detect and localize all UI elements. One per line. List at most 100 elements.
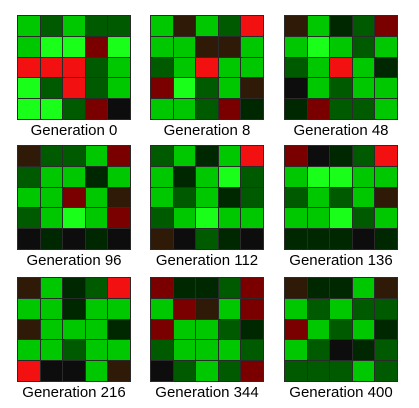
generation-caption: Generation 0 (30, 122, 118, 139)
grid-cell (241, 36, 263, 57)
grid-cell (330, 99, 352, 119)
grid-cell (63, 78, 85, 99)
grid-cell (218, 16, 241, 36)
grid-cell (85, 187, 108, 208)
grid-cell (151, 208, 173, 229)
generation-panel: Generation 8 (150, 15, 264, 139)
grid-cell (330, 298, 352, 319)
grid-cell (173, 99, 196, 119)
grid-cell (196, 298, 218, 319)
grid-cell (151, 166, 173, 187)
grid-cell (85, 208, 108, 229)
grid-cell (375, 361, 397, 381)
generation-caption: Generation 136 (289, 252, 393, 269)
grid-cell (241, 146, 263, 166)
grid-cell (352, 229, 375, 249)
grid-cell (307, 298, 330, 319)
grid-cell (352, 298, 375, 319)
grid-cell (40, 278, 63, 298)
grid-cell (330, 36, 352, 57)
grid-cell (241, 99, 263, 119)
grid-cell (218, 278, 241, 298)
grid-cell (241, 57, 263, 78)
grid-cell (307, 99, 330, 119)
grid-cell (18, 16, 40, 36)
grid-cell (307, 340, 330, 361)
grid-cell (18, 166, 40, 187)
grid-cell (330, 319, 352, 340)
grid-cell (40, 16, 63, 36)
grid-cell (285, 208, 307, 229)
grid-cell (151, 146, 173, 166)
grid-cell (241, 298, 263, 319)
grid-cell (40, 57, 63, 78)
grid-cell (18, 36, 40, 57)
generation-panel: Generation 344 (150, 277, 264, 401)
grid-cell (307, 36, 330, 57)
grid-cell (375, 99, 397, 119)
grid-cell (352, 187, 375, 208)
grid-cell (375, 229, 397, 249)
grid-cell (108, 16, 130, 36)
grid-cell (375, 319, 397, 340)
cell-grid (17, 145, 131, 250)
grid-cell (330, 361, 352, 381)
grid-cell (151, 187, 173, 208)
generation-panel: Generation 0 (17, 15, 131, 139)
grid-cell (63, 36, 85, 57)
grid-cell (241, 229, 263, 249)
grid-cell (330, 208, 352, 229)
grid-cell (63, 208, 85, 229)
grid-cell (218, 208, 241, 229)
grid-cell (375, 57, 397, 78)
grid-cell (108, 361, 130, 381)
grid-cell (196, 340, 218, 361)
grid-cell (18, 229, 40, 249)
grid-cell (218, 78, 241, 99)
grid-cell (108, 298, 130, 319)
grid-cell (173, 16, 196, 36)
grid-cell (18, 57, 40, 78)
grid-cell (285, 319, 307, 340)
grid-cell (218, 146, 241, 166)
grid-cell (85, 298, 108, 319)
grid-cell (40, 229, 63, 249)
grid-cell (108, 229, 130, 249)
grid-cell (18, 278, 40, 298)
grid-cell (40, 208, 63, 229)
grid-cell (151, 99, 173, 119)
grid-cell (218, 298, 241, 319)
grid-cell (375, 208, 397, 229)
grid-cell (151, 229, 173, 249)
generation-caption: Generation 8 (163, 122, 251, 139)
generation-panel: Generation 96 (17, 145, 131, 269)
grid-cell (63, 57, 85, 78)
grid-cell (352, 99, 375, 119)
grid-cell (173, 146, 196, 166)
grid-cell (241, 187, 263, 208)
grid-cell (330, 187, 352, 208)
grid-cell (352, 36, 375, 57)
grid-cell (330, 229, 352, 249)
grid-cell (85, 57, 108, 78)
grid-cell (285, 298, 307, 319)
grid-cell (352, 361, 375, 381)
grid-cell (285, 57, 307, 78)
generation-panel: Generation 48 (284, 15, 398, 139)
grid-cell (63, 278, 85, 298)
grid-cell (108, 99, 130, 119)
generation-panel: Generation 136 (284, 145, 398, 269)
grid-cell (375, 187, 397, 208)
generation-panel: Generation 216 (17, 277, 131, 401)
grid-cell (352, 166, 375, 187)
grid-cell (352, 340, 375, 361)
grid-cell (218, 361, 241, 381)
grid-cell (330, 278, 352, 298)
grid-cell (241, 78, 263, 99)
generation-panel: Generation 400 (284, 277, 398, 401)
grid-cell (108, 340, 130, 361)
grid-cell (40, 319, 63, 340)
grid-cell (18, 208, 40, 229)
grid-cell (307, 208, 330, 229)
grid-cell (85, 36, 108, 57)
